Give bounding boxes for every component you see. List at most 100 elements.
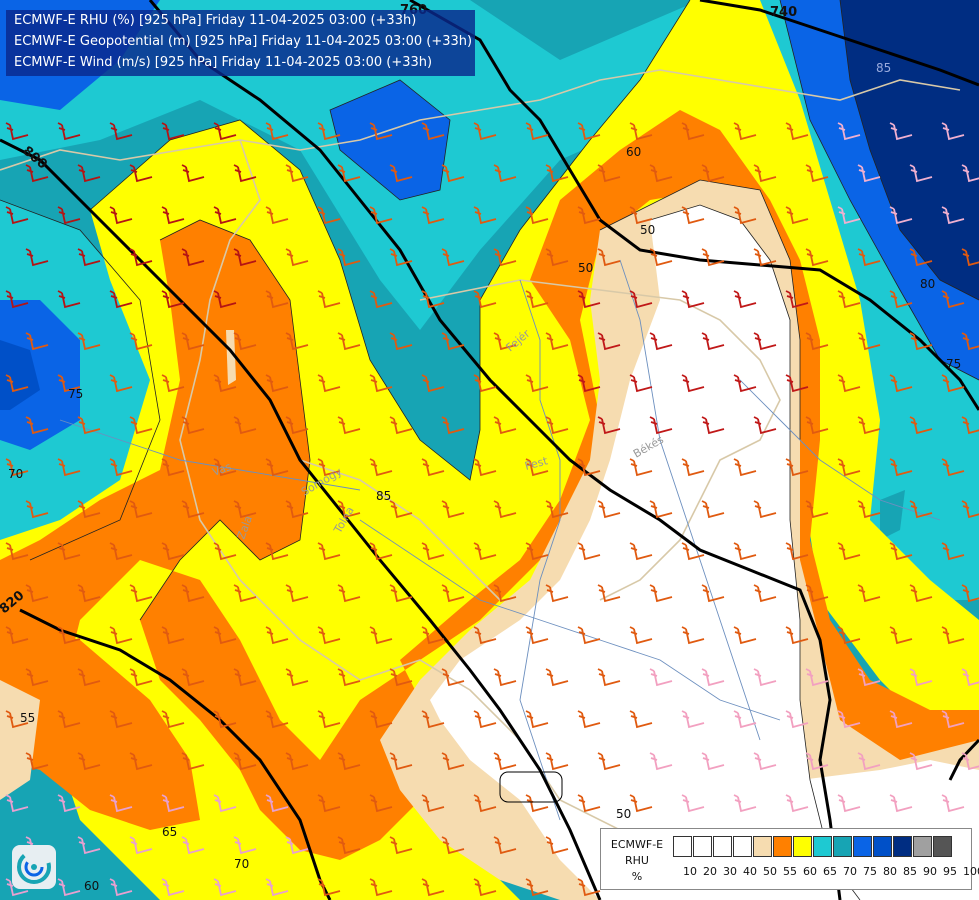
wind-barb (57, 374, 81, 393)
wind-barb (857, 584, 881, 603)
wind-barb (317, 458, 341, 477)
wind-barb (473, 206, 497, 225)
wind-barb (441, 248, 465, 267)
wind-barb (493, 752, 517, 771)
wind-barb (181, 332, 205, 351)
wind-barb (545, 836, 569, 855)
rhu-label-85-c: 85 (376, 489, 391, 503)
wind-barb (753, 584, 777, 603)
wind-barb (441, 332, 465, 351)
wind-barb (421, 122, 445, 141)
wind-barb (733, 542, 757, 561)
legend-tick-label: 30 (723, 865, 737, 878)
rhu-zone-80-west (0, 340, 40, 410)
wind-barb (473, 458, 497, 477)
wind-barb (317, 542, 341, 561)
wind-barb (213, 374, 237, 393)
rhu-legend: ECMWF-E RHU % 10 20 30 40 50 55 60 65 70 75 80 85 90… (600, 828, 979, 890)
wind-barb (493, 668, 517, 687)
wind-barb (545, 752, 569, 771)
wind-barb (265, 290, 289, 309)
legend-swatch (893, 836, 912, 857)
wind-barb (181, 248, 205, 267)
wind-barb (317, 374, 341, 393)
wind-barb (629, 206, 653, 225)
wind-barb (649, 416, 673, 435)
wind-barb (857, 164, 881, 183)
wind-barb (285, 416, 309, 435)
wind-barb (857, 416, 881, 435)
wind-barb (681, 374, 705, 393)
wind-barb (161, 878, 185, 897)
wind-barb (337, 752, 361, 771)
wind-barb (57, 122, 81, 141)
legend-swatch (913, 836, 932, 857)
wind-barb (681, 206, 705, 225)
wind-barb (441, 668, 465, 687)
wind-barb (961, 416, 979, 435)
wind-barbs (5, 122, 979, 897)
wind-barb (213, 206, 237, 225)
rhu-label-60-s: 60 (84, 879, 99, 893)
wind-barb (213, 794, 237, 813)
wind-barb (25, 584, 49, 603)
legend-tick-label: 90 (923, 865, 937, 878)
legend-title: ECMWF-E RHU % (605, 837, 669, 885)
legend-tick-label: 55 (783, 865, 797, 878)
header-rhu-line: ECMWF-E RHU (%) [925 hPa] Friday 11-04-2… (14, 13, 417, 28)
wind-barb (421, 542, 445, 561)
wind-barb (233, 500, 257, 519)
wind-barb (805, 164, 829, 183)
wind-barb (753, 752, 777, 771)
wind-barb (161, 794, 185, 813)
wind-barb (525, 626, 549, 645)
wind-barb (597, 500, 621, 519)
wind-barb (77, 752, 101, 771)
wind-barb (337, 332, 361, 351)
wind-barb (285, 584, 309, 603)
wind-barb (233, 248, 257, 267)
wind-barb (577, 122, 601, 141)
wind-barb (785, 710, 809, 729)
wind-barb (545, 248, 569, 267)
wind-barb (317, 122, 341, 141)
wind-barb (5, 290, 29, 309)
wind-barb (421, 710, 445, 729)
wind-barb (25, 248, 49, 267)
wind-barb (837, 794, 861, 813)
wind-barb (941, 710, 965, 729)
wind-barb (213, 458, 237, 477)
wind-barb (577, 878, 601, 897)
wind-barb (545, 164, 569, 183)
wind-barb (57, 878, 81, 897)
wind-barb (57, 206, 81, 225)
wind-barb (369, 794, 393, 813)
wind-barb (265, 122, 289, 141)
wind-barb (389, 668, 413, 687)
wind-barb (733, 374, 757, 393)
legend-tick-label: 75 (863, 865, 877, 878)
country-borders (0, 69, 961, 861)
wind-barb (213, 290, 237, 309)
wind-barb (681, 626, 705, 645)
legend-tick-label: 65 (823, 865, 837, 878)
wind-barb (109, 122, 133, 141)
wind-barb (649, 500, 673, 519)
wind-barb (545, 668, 569, 687)
wind-barb (941, 374, 965, 393)
wind-barb (909, 500, 933, 519)
wind-barb (57, 794, 81, 813)
legend-swatch (773, 836, 792, 857)
wind-barb (629, 122, 653, 141)
wind-barb (213, 626, 237, 645)
wind-barb (941, 290, 965, 309)
wind-barb (805, 668, 829, 687)
wind-barb (285, 248, 309, 267)
wind-barb (265, 542, 289, 561)
rhu-label-80-e: 80 (920, 277, 935, 291)
wind-barb (473, 374, 497, 393)
wind-barb (337, 164, 361, 183)
wind-barb (961, 584, 979, 603)
wind-barb (285, 332, 309, 351)
